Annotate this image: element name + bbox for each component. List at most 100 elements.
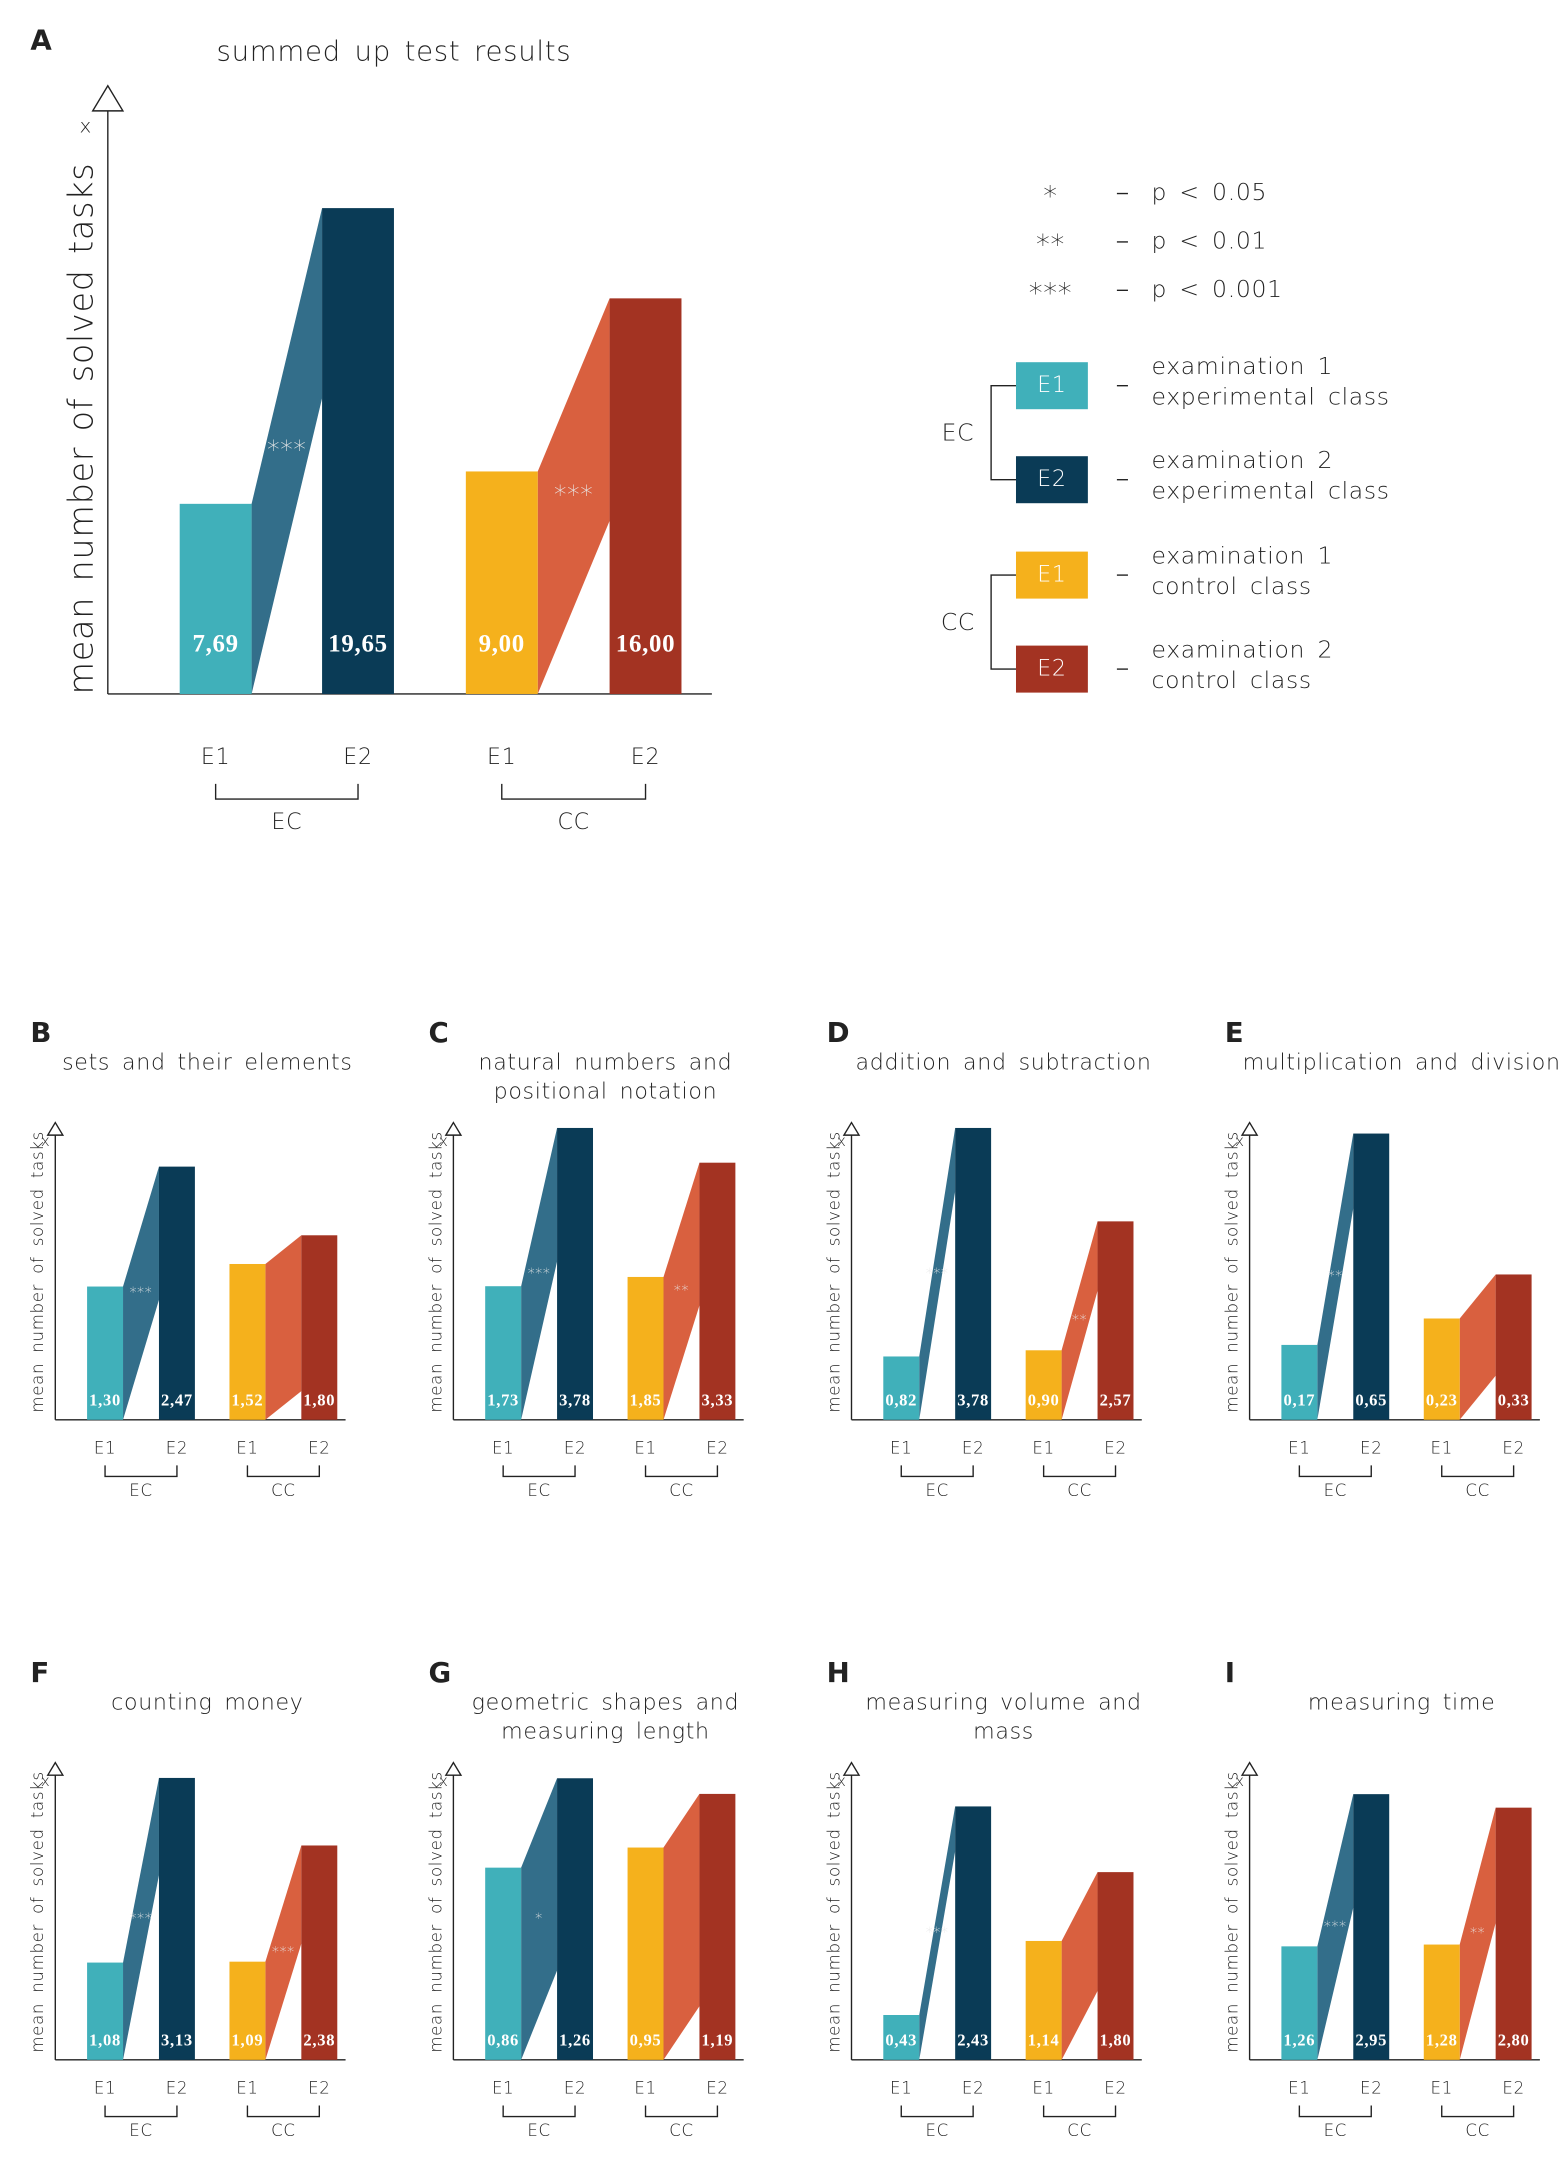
- legend-text: p < 0.05: [1151, 178, 1267, 206]
- chart-title: geometric shapes and: [472, 1690, 740, 1716]
- bar: [1097, 1221, 1134, 1420]
- legend-group-label: CC: [941, 608, 975, 636]
- value-label: 0,82: [885, 1391, 917, 1410]
- value-label: 1,26: [559, 2031, 591, 2050]
- group-label: CC: [1067, 2121, 1092, 2140]
- group-bracket: [900, 1465, 974, 1478]
- connector: [1459, 1807, 1496, 2060]
- group-bracket: [900, 2105, 974, 2118]
- x-tick-label: E2: [343, 744, 372, 770]
- value-label: 2,57: [1100, 1391, 1132, 1410]
- legend-text: control class: [1151, 572, 1311, 600]
- y-axis: [91, 84, 125, 694]
- y-axis: [842, 1121, 861, 1420]
- panel-letter: E: [1225, 1016, 1245, 1049]
- chart-title: measuring volume and: [865, 1690, 1141, 1716]
- value-label: 16,00: [616, 630, 675, 657]
- legend-swatch-label: E2: [1037, 656, 1066, 682]
- x-tick-label: E2: [962, 2078, 984, 2097]
- x-tick-label: E1: [236, 2078, 258, 2097]
- connector: [123, 1166, 159, 1420]
- significance-label: *: [535, 1911, 543, 1927]
- significance-label: **: [1072, 1313, 1087, 1329]
- y-axis-label: mean number of solved tasks: [61, 163, 100, 695]
- group-label: CC: [271, 2121, 296, 2140]
- x-tick-label: E2: [631, 744, 660, 770]
- connector: [265, 1235, 302, 1420]
- panel-letter: C: [429, 1016, 450, 1049]
- connector: [1317, 1794, 1354, 2060]
- value-label: 2,43: [957, 2031, 989, 2050]
- connector: [1459, 1274, 1496, 1420]
- x-tick-label: E1: [1032, 1438, 1054, 1457]
- connector: [265, 1845, 302, 2060]
- bar: [1281, 1344, 1318, 1420]
- x-tick-label: E1: [1431, 1438, 1453, 1457]
- x-tick-label: E1: [1288, 2078, 1310, 2097]
- group-bracket: [104, 2105, 178, 2118]
- significance-label: ***: [272, 1945, 295, 1961]
- value-label: 7,69: [192, 630, 238, 657]
- group-label: EC: [925, 2121, 948, 2140]
- value-label: 1,08: [89, 2031, 121, 2050]
- chart-title: natural numbers and: [478, 1050, 732, 1076]
- value-label: 1,28: [1426, 2031, 1458, 2050]
- group-label: CC: [558, 809, 590, 835]
- significance-label: **: [674, 1283, 689, 1299]
- group-bracket: [502, 1465, 576, 1478]
- significance-label: ***: [528, 1266, 551, 1282]
- y-axis-label: mean number of solved tasks: [824, 1771, 843, 2052]
- value-label: 3,78: [957, 1391, 989, 1410]
- bar: [87, 1286, 124, 1420]
- panel-letter: G: [429, 1656, 452, 1689]
- significance-label: **: [1470, 1926, 1485, 1942]
- bar: [1097, 1872, 1134, 2060]
- bar: [1423, 1318, 1460, 1420]
- x-tick-label: E2: [1360, 1438, 1382, 1457]
- x-tick-label: E1: [890, 2078, 912, 2097]
- group-bracket: [644, 2105, 719, 2118]
- y-axis: [444, 1121, 463, 1420]
- bar: [883, 1356, 920, 1420]
- x-tick-label: E1: [94, 2078, 116, 2097]
- value-label: 0,33: [1498, 1391, 1530, 1410]
- group-label: CC: [669, 2121, 694, 2140]
- chart-title: multiplication and division: [1243, 1050, 1561, 1076]
- group-label: CC: [1465, 1481, 1490, 1500]
- legend-swatch-label: E1: [1037, 562, 1066, 588]
- legend-swatch-label: E2: [1037, 466, 1066, 492]
- y-axis-label: mean number of solved tasks: [1223, 1131, 1242, 1412]
- chart-title: sets and their elements: [62, 1050, 353, 1076]
- y-axis-label: mean number of solved tasks: [426, 1131, 445, 1412]
- bar: [229, 1263, 266, 1420]
- y-axis-top-label: x: [79, 115, 91, 138]
- y-axis-label: mean number of solved tasks: [824, 1131, 843, 1412]
- bar: [485, 1867, 522, 2060]
- bar: [955, 1806, 992, 2060]
- x-tick-label: E2: [308, 1438, 330, 1457]
- connector: [663, 1793, 700, 2060]
- legend-symbol: *: [1043, 180, 1058, 213]
- bar: [955, 1127, 992, 1420]
- legend-text: examination 1: [1151, 542, 1333, 570]
- group-bracket: [1298, 1465, 1372, 1478]
- legend-swatch-label: E1: [1037, 372, 1066, 398]
- x-tick-label: E1: [201, 744, 230, 770]
- legend-swatch: [1015, 456, 1088, 504]
- x-tick-label: E2: [564, 2078, 586, 2097]
- legend-text: examination 2: [1151, 446, 1333, 474]
- chart-title: positional notation: [494, 1079, 718, 1105]
- value-label: 1,30: [89, 1391, 121, 1410]
- bar: [87, 1962, 124, 2060]
- legend-text: experimental class: [1151, 383, 1389, 411]
- panel-letter: A: [30, 23, 52, 56]
- significance-label: ***: [926, 1925, 949, 1941]
- x-tick-label: E1: [634, 2078, 656, 2097]
- significance-label: **: [1328, 1269, 1343, 1285]
- group-bracket: [1298, 2105, 1372, 2118]
- chart-title: mass: [973, 1719, 1034, 1745]
- group-label: EC: [129, 1481, 152, 1500]
- connector: [123, 1777, 159, 2060]
- significance-label: ***: [267, 435, 306, 464]
